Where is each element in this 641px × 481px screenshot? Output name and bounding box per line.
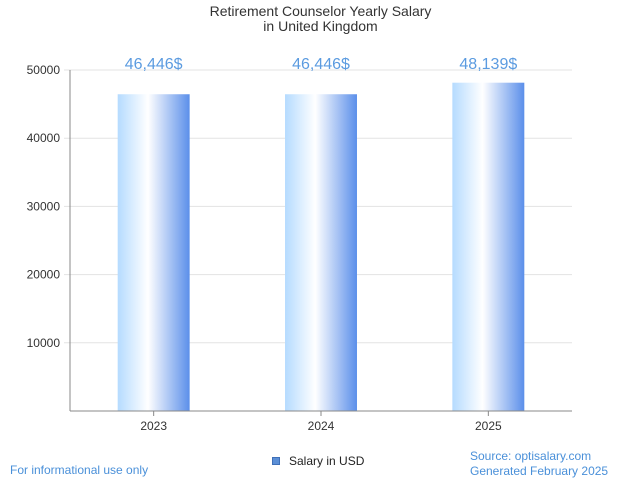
generated-date: Generated February 2025 xyxy=(470,464,609,478)
chart-title: Retirement Counselor Yearly Salary in Un… xyxy=(0,4,641,34)
legend-swatch xyxy=(272,457,280,465)
y-tick-label: 50000 xyxy=(27,63,61,77)
bar-2025[interactable] xyxy=(452,82,525,411)
y-tick-label: 10000 xyxy=(27,336,61,350)
bar-2023[interactable] xyxy=(117,94,190,411)
y-tick-label: 40000 xyxy=(27,131,61,145)
data-label: 46,446$ xyxy=(292,56,350,73)
data-label: 46,446$ xyxy=(125,56,183,73)
legend-label: Salary in USD xyxy=(289,454,365,468)
source-info: Source: optisalary.com Generated Februar… xyxy=(470,449,608,479)
source-text[interactable]: Source: optisalary.com xyxy=(470,449,592,463)
legend[interactable]: Salary in USD xyxy=(264,450,378,472)
chart-title-line2: in United Kingdom xyxy=(263,18,378,34)
y-tick-label: 20000 xyxy=(27,268,61,282)
chart-title-line1: Retirement Counselor Yearly Salary xyxy=(209,3,432,19)
x-tick-label: 2023 xyxy=(140,419,167,433)
bar-2024[interactable] xyxy=(285,94,357,411)
disclaimer-text: For informational use only xyxy=(10,463,149,477)
data-label: 48,139$ xyxy=(459,56,517,73)
x-tick-label: 2024 xyxy=(308,419,335,433)
x-tick-label: 2025 xyxy=(475,419,502,433)
y-tick-label: 30000 xyxy=(27,199,61,213)
